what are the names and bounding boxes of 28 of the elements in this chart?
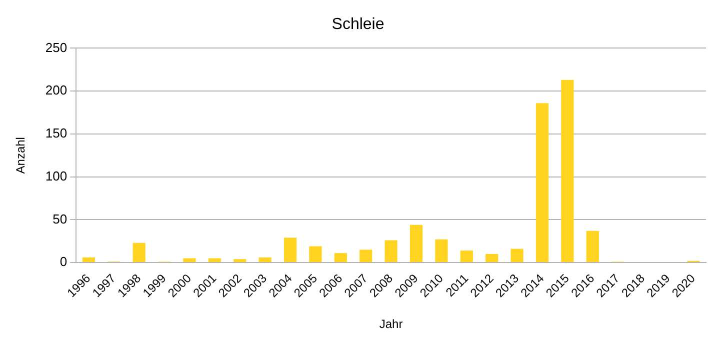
bar [360, 250, 372, 262]
bar [435, 239, 448, 262]
bar [309, 246, 322, 262]
y-tick-label: 50 [52, 211, 68, 226]
y-tick-label: 100 [45, 168, 68, 184]
bar [183, 258, 196, 262]
y-axis-title: Anzahl [14, 137, 28, 174]
bar [536, 103, 549, 262]
bar [460, 250, 473, 262]
bar [284, 238, 297, 262]
bar [410, 224, 423, 262]
y-tick-label: 150 [45, 126, 68, 141]
y-tick-label: 200 [45, 82, 68, 98]
bar [208, 258, 221, 262]
bar [258, 257, 272, 262]
x-axis-title: Jahr [379, 317, 403, 332]
bar [510, 248, 524, 262]
y-tick-label: 0 [60, 254, 68, 270]
bar [486, 254, 498, 262]
chart-title: Schleie [332, 16, 384, 34]
bar [586, 230, 599, 262]
bar [561, 80, 574, 262]
bar [234, 259, 246, 262]
bar [82, 257, 95, 262]
bar [334, 253, 347, 262]
bar [384, 240, 398, 262]
y-tick-label: 250 [45, 40, 68, 55]
bar [132, 242, 146, 262]
